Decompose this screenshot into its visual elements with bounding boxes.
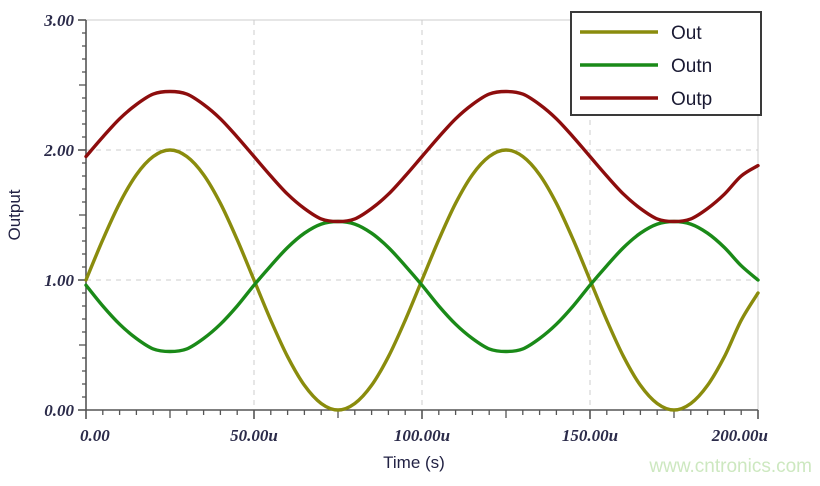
x-tick-label: 100.00u xyxy=(394,426,450,445)
series-line-outp xyxy=(84,89,760,224)
legend: Out Outn Outp xyxy=(570,11,762,116)
tick-labels: 0.00 1.00 2.00 3.00 0.00 50.00u 100.00u 150.00u… xyxy=(43,11,768,445)
legend-label-outn: Outn xyxy=(671,56,712,77)
series-line-outn xyxy=(84,219,760,354)
legend-item-outn[interactable]: Outn xyxy=(580,56,712,77)
series-line-out xyxy=(84,148,760,412)
x-tick-label: 50.00u xyxy=(230,426,278,445)
x-tick-label: 200.00u xyxy=(711,426,768,445)
y-tick-label: 1.00 xyxy=(44,271,74,290)
legend-item-outp[interactable]: Outp xyxy=(580,89,712,110)
legend-label-outp: Outp xyxy=(671,89,712,110)
y-tick-label: 3.00 xyxy=(43,11,74,30)
x-tick-label: 0.00 xyxy=(80,426,110,445)
watermark-text: www.cntronics.com xyxy=(648,456,812,477)
y-axis-title: Output xyxy=(5,189,24,240)
y-tick-label: 2.00 xyxy=(43,141,74,160)
data-series-group xyxy=(84,89,760,412)
y-tick-label: 0.00 xyxy=(44,401,74,420)
x-tick-label: 150.00u xyxy=(562,426,618,445)
legend-item-out[interactable]: Out xyxy=(580,23,702,44)
legend-label-out: Out xyxy=(671,23,702,44)
x-axis-title: Time (s) xyxy=(383,453,445,472)
